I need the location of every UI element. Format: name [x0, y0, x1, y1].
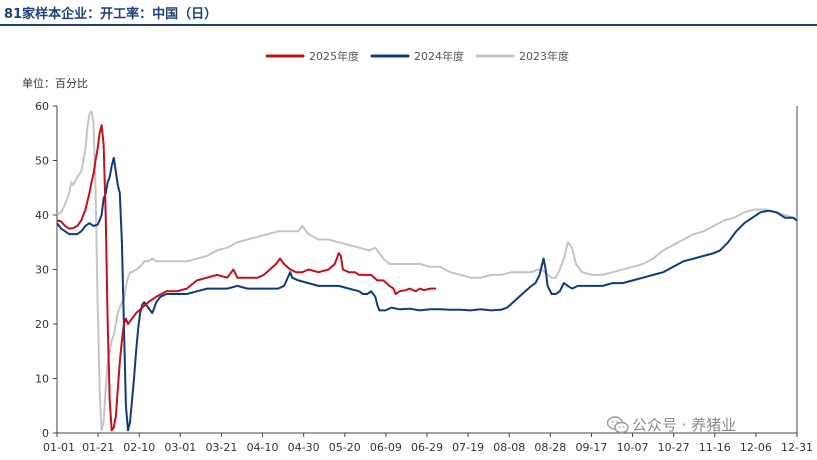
y-tick-label: 60: [35, 100, 49, 113]
legend-item: 2024年度: [370, 49, 464, 63]
series-line-2024年度: [56, 156, 798, 432]
x-tick-label: 12-31: [781, 441, 813, 454]
legend-label: 2023年度: [519, 49, 569, 63]
x-tick-label: 01-01: [43, 441, 75, 454]
y-axis-label: 单位：百分比: [22, 76, 88, 90]
x-tick-label: 02-10: [123, 441, 155, 454]
x-tick-label: 03-01: [164, 441, 196, 454]
wechat-icon: [607, 416, 629, 434]
legend-label: 2025年度: [309, 49, 359, 63]
x-tick-label: 09-17: [575, 441, 607, 454]
chart-title: 81家样本企业：开工率：中国（日）: [4, 7, 218, 22]
y-tick-label: 10: [35, 373, 49, 386]
x-tick-label: 03-21: [205, 441, 237, 454]
axes: 0 10 20 30 40 50 60 01-01 01-21 02-10 03-01 03-21 04…: [35, 100, 813, 454]
y-tick-label: 40: [35, 209, 49, 222]
watermark: 公众号 · 养猪业: [606, 414, 736, 435]
x-tick-label: 06-09: [370, 441, 402, 454]
x-tick-label: 08-28: [534, 441, 566, 454]
x-tick-label: 05-20: [329, 441, 361, 454]
x-tick-label: 10-27: [658, 441, 690, 454]
y-tick-label: 20: [35, 318, 49, 331]
watermark-text: 公众号 · 养猪业: [632, 416, 737, 434]
x-tick-label: 12-06: [740, 441, 772, 454]
x-tick-label: 07-19: [452, 441, 484, 454]
y-tick-label: 50: [35, 155, 49, 168]
title-divider: [0, 24, 817, 26]
series-line-2023年度: [56, 110, 797, 432]
legend-label: 2024年度: [414, 49, 464, 63]
x-tick-label: 01-21: [82, 441, 114, 454]
x-tick-label: 04-10: [247, 441, 279, 454]
x-tick-label: 04-30: [288, 441, 320, 454]
y-tick-label: 0: [42, 427, 49, 440]
x-tick-label: 11-16: [699, 441, 731, 454]
legend: 2025年度 2024年度 2023年度: [265, 49, 569, 63]
series-line-2025年度: [56, 124, 437, 432]
legend-item: 2025年度: [265, 49, 359, 63]
x-tick-label: 06-29: [411, 441, 443, 454]
series-layer: [56, 110, 798, 432]
x-tick-label: 08-08: [493, 441, 525, 454]
y-tick-label: 30: [35, 264, 49, 277]
legend-item: 2023年度: [475, 49, 569, 63]
x-tick-label: 10-07: [617, 441, 649, 454]
